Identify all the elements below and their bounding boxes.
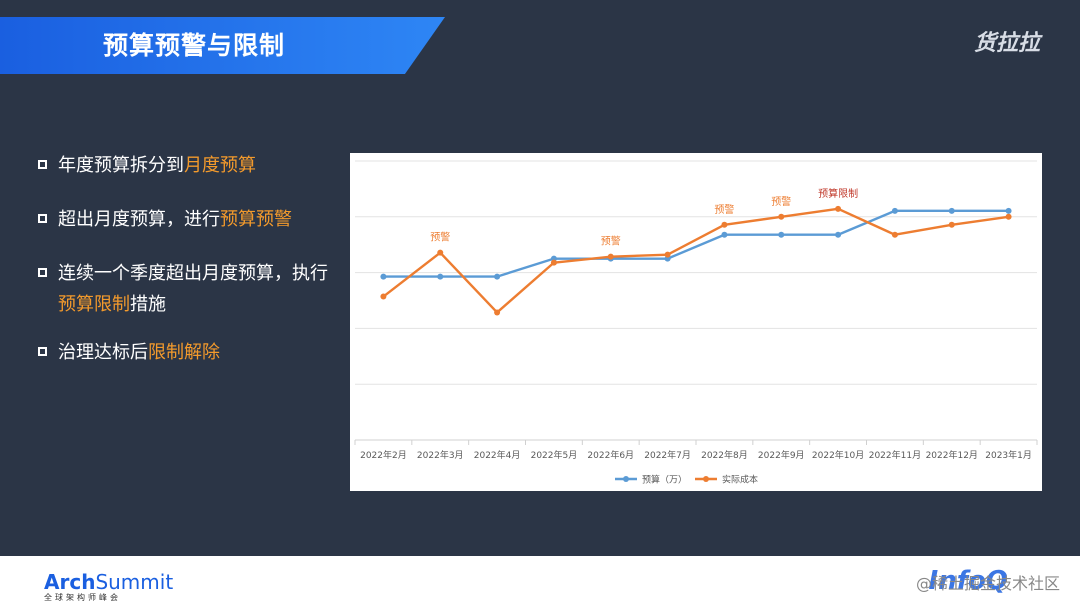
legend-label: 预算（万）	[642, 474, 687, 486]
data-point	[948, 207, 955, 214]
data-point	[778, 213, 785, 220]
data-point	[721, 231, 728, 238]
x-tick-label: 2022年2月	[360, 449, 407, 461]
bullet-text-tail: 措施	[130, 294, 166, 315]
square-bullet-icon	[38, 347, 47, 356]
x-tick-label: 2022年12月	[926, 449, 978, 461]
chart-card: 2022年2月 2022年3月 2022年4月 2022年5月 2022年6月 2022年…	[350, 153, 1042, 491]
logo-summit-text: Summit	[95, 570, 174, 594]
x-tick-label: 2023年1月	[985, 449, 1032, 461]
data-point	[948, 221, 955, 228]
square-bullet-icon	[38, 214, 47, 223]
annotation-label: 预警	[430, 231, 450, 244]
bullet-highlight: 预算预警	[220, 209, 292, 230]
bullet-highlight: 预算限制	[58, 294, 130, 315]
x-tick-label: 2022年4月	[474, 449, 521, 461]
annotation-label: 预警	[601, 235, 621, 248]
data-point	[721, 221, 728, 228]
data-point	[437, 273, 444, 280]
bullet-item: 超出月度预算，进行预算预警	[38, 204, 292, 235]
annotation-label: 预警	[771, 195, 791, 208]
bullet-text: 治理达标后	[58, 342, 148, 363]
square-bullet-icon	[38, 160, 47, 169]
data-point	[494, 309, 501, 316]
data-point	[835, 231, 842, 238]
data-point	[778, 231, 785, 238]
legend-marker	[623, 476, 629, 482]
logo-arch-text: Arch	[44, 570, 96, 594]
data-point	[380, 293, 387, 300]
series-line	[382, 207, 1009, 314]
bullet-text: 超出月度预算，进行	[58, 209, 220, 230]
bullet-item: 治理达标后限制解除	[38, 337, 220, 368]
x-tick-label: 2022年7月	[644, 449, 691, 461]
slide-title: 预算预警与限制	[103, 31, 286, 60]
bullet-text: 年度预算拆分到	[58, 155, 184, 176]
bullet-item: 连续一个季度超出月度预算，执行预算限制措施	[38, 258, 338, 320]
watermark-text: @稀土掘金技术社区	[915, 574, 1060, 593]
annotation-label: 预算限制	[818, 187, 858, 200]
legend-label: 实际成本	[722, 474, 758, 486]
annotation-label: 预警	[714, 203, 734, 216]
bullet-text: 连续一个季度超出月度预算，执行	[58, 263, 328, 284]
logo-subtitle: 全球架构师峰会	[44, 593, 121, 602]
data-point	[1005, 207, 1012, 214]
x-tick-label: 2022年11月	[869, 449, 921, 461]
x-tick-label: 2022年10月	[812, 449, 864, 461]
bullet-item: 年度预算拆分到月度预算	[38, 150, 256, 181]
data-point	[380, 273, 387, 280]
archsummit-logo: ArchSummit	[44, 570, 173, 594]
title-banner	[0, 17, 445, 74]
data-point	[891, 207, 898, 214]
data-point	[550, 259, 557, 266]
brand-logo: 货拉拉	[973, 31, 1040, 56]
legend-marker	[703, 476, 709, 482]
data-point	[607, 253, 614, 260]
x-tick-label: 2022年8月	[701, 449, 748, 461]
footer-bar	[0, 556, 1080, 608]
data-point	[437, 249, 444, 256]
x-tick-label: 2022年9月	[758, 449, 805, 461]
x-tick-label: 2022年3月	[417, 449, 464, 461]
x-tick-label: 2022年5月	[531, 449, 578, 461]
x-tick-label: 2022年6月	[587, 449, 634, 461]
data-point	[664, 251, 671, 258]
data-point	[494, 273, 501, 280]
data-point	[835, 205, 842, 212]
data-point	[1005, 213, 1012, 220]
data-point	[891, 231, 898, 238]
bullet-highlight: 月度预算	[184, 155, 256, 176]
line-chart: 2022年2月 2022年3月 2022年4月 2022年5月 2022年6月 2022年…	[354, 160, 1038, 486]
square-bullet-icon	[38, 268, 47, 277]
bullet-highlight: 限制解除	[148, 342, 220, 363]
series-line	[383, 209, 1009, 278]
infoq-logo: InfoQ	[928, 566, 1008, 596]
